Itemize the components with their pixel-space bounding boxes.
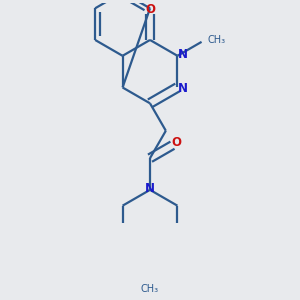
Text: N: N xyxy=(145,182,155,195)
Text: O: O xyxy=(171,136,182,149)
Text: N: N xyxy=(177,49,188,62)
Text: CH₃: CH₃ xyxy=(141,284,159,294)
Text: CH₃: CH₃ xyxy=(208,35,226,45)
Text: N: N xyxy=(177,82,188,95)
Text: O: O xyxy=(145,2,155,16)
